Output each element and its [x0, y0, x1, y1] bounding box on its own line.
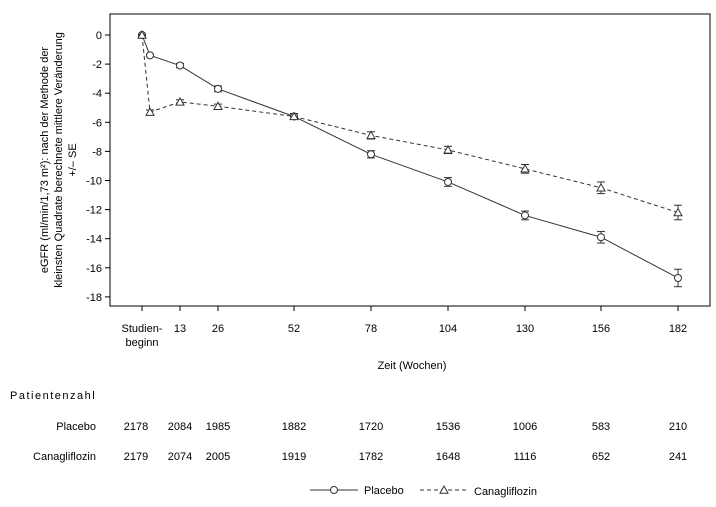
- patient-count: 1536: [435, 421, 461, 433]
- patient-count: 2005: [205, 451, 231, 463]
- x-tick-label: 52: [288, 323, 300, 335]
- y-tick-label: -6: [92, 117, 102, 129]
- data-point-placebo: [597, 233, 605, 242]
- data-point-placebo: [521, 211, 529, 220]
- data-point-canagliflozin: [289, 111, 299, 121]
- x-tick-label: 182: [669, 323, 687, 335]
- patient-count: 1720: [358, 421, 384, 433]
- data-point-placebo: [176, 61, 184, 70]
- data-point-placebo: [146, 51, 154, 60]
- y-axis-label: +/– SE: [67, 143, 79, 176]
- x-axis-label: Zeit (Wochen): [378, 360, 447, 372]
- y-tick-label: 0: [96, 30, 102, 42]
- x-tick-label: 26: [212, 323, 224, 335]
- patient-count: 2179: [123, 451, 149, 463]
- x-tick-label: 13: [174, 323, 186, 335]
- count-row-label-canagliflozin: Canagliflozin: [33, 451, 96, 463]
- patient-count: 2084: [167, 421, 193, 433]
- data-point-canagliflozin: [673, 207, 683, 217]
- patient-count: 1919: [281, 451, 307, 463]
- x-tick-label: 130: [516, 323, 534, 335]
- data-point-canagliflozin: [443, 144, 453, 154]
- patient-count: 210: [668, 421, 688, 433]
- y-axis-label: kleinsten Quadrate berechnete mittlere V…: [53, 32, 65, 288]
- patient-count: 2178: [123, 421, 149, 433]
- legend-label-canagliflozin: Canagliflozin: [474, 486, 537, 498]
- patient-count: 241: [668, 451, 688, 463]
- series-line-placebo: [141, 34, 679, 279]
- x-tick-label: 78: [365, 323, 377, 335]
- data-point-placebo: [444, 177, 452, 186]
- patient-count-title: Patientenzahl: [10, 390, 97, 402]
- legend-marker-canagliflozin: [439, 484, 449, 494]
- data-point-placebo: [214, 84, 222, 93]
- patient-count: 1782: [358, 451, 384, 463]
- data-point-canagliflozin: [175, 96, 185, 106]
- legend-marker-placebo: [330, 486, 338, 494]
- legend-label-placebo: Placebo: [364, 485, 404, 497]
- count-row-label-placebo: Placebo: [56, 421, 96, 433]
- y-tick-label: -12: [86, 205, 102, 217]
- patient-count: 1985: [205, 421, 231, 433]
- data-point-placebo: [674, 273, 682, 282]
- patient-count: 583: [591, 421, 611, 433]
- data-point-canagliflozin: [366, 130, 376, 140]
- patient-count: 1648: [435, 451, 461, 463]
- y-tick-label: -14: [86, 234, 102, 246]
- data-point-placebo: [367, 150, 375, 159]
- patient-count: 2074: [167, 451, 193, 463]
- y-tick-label: -18: [86, 292, 102, 304]
- plot-frame: [109, 13, 711, 307]
- y-tick-label: -10: [86, 176, 102, 188]
- y-tick-label: -2: [92, 59, 102, 71]
- data-point-canagliflozin: [596, 182, 606, 192]
- data-point-canagliflozin: [213, 101, 223, 110]
- x-tick-label: beginn: [125, 337, 158, 349]
- patient-count: 1882: [281, 421, 307, 433]
- y-tick-label: -4: [92, 88, 102, 100]
- x-tick-label: 104: [439, 323, 457, 335]
- patient-count: 1006: [512, 421, 538, 433]
- y-tick-label: -16: [86, 263, 102, 275]
- data-point-canagliflozin: [145, 107, 155, 116]
- x-tick-label: 156: [592, 323, 610, 335]
- data-point-canagliflozin: [520, 163, 530, 173]
- x-tick-label: Studien-: [122, 323, 163, 335]
- data-point-canagliflozin: [137, 29, 147, 39]
- series-line-canagliflozin: [141, 34, 679, 213]
- patient-count: 652: [591, 451, 611, 463]
- patient-count: 1116: [513, 451, 537, 463]
- y-axis-label: eGFR (ml/min/1,73 m²): nach der Methode …: [39, 47, 51, 274]
- y-tick-label: -8: [92, 146, 102, 158]
